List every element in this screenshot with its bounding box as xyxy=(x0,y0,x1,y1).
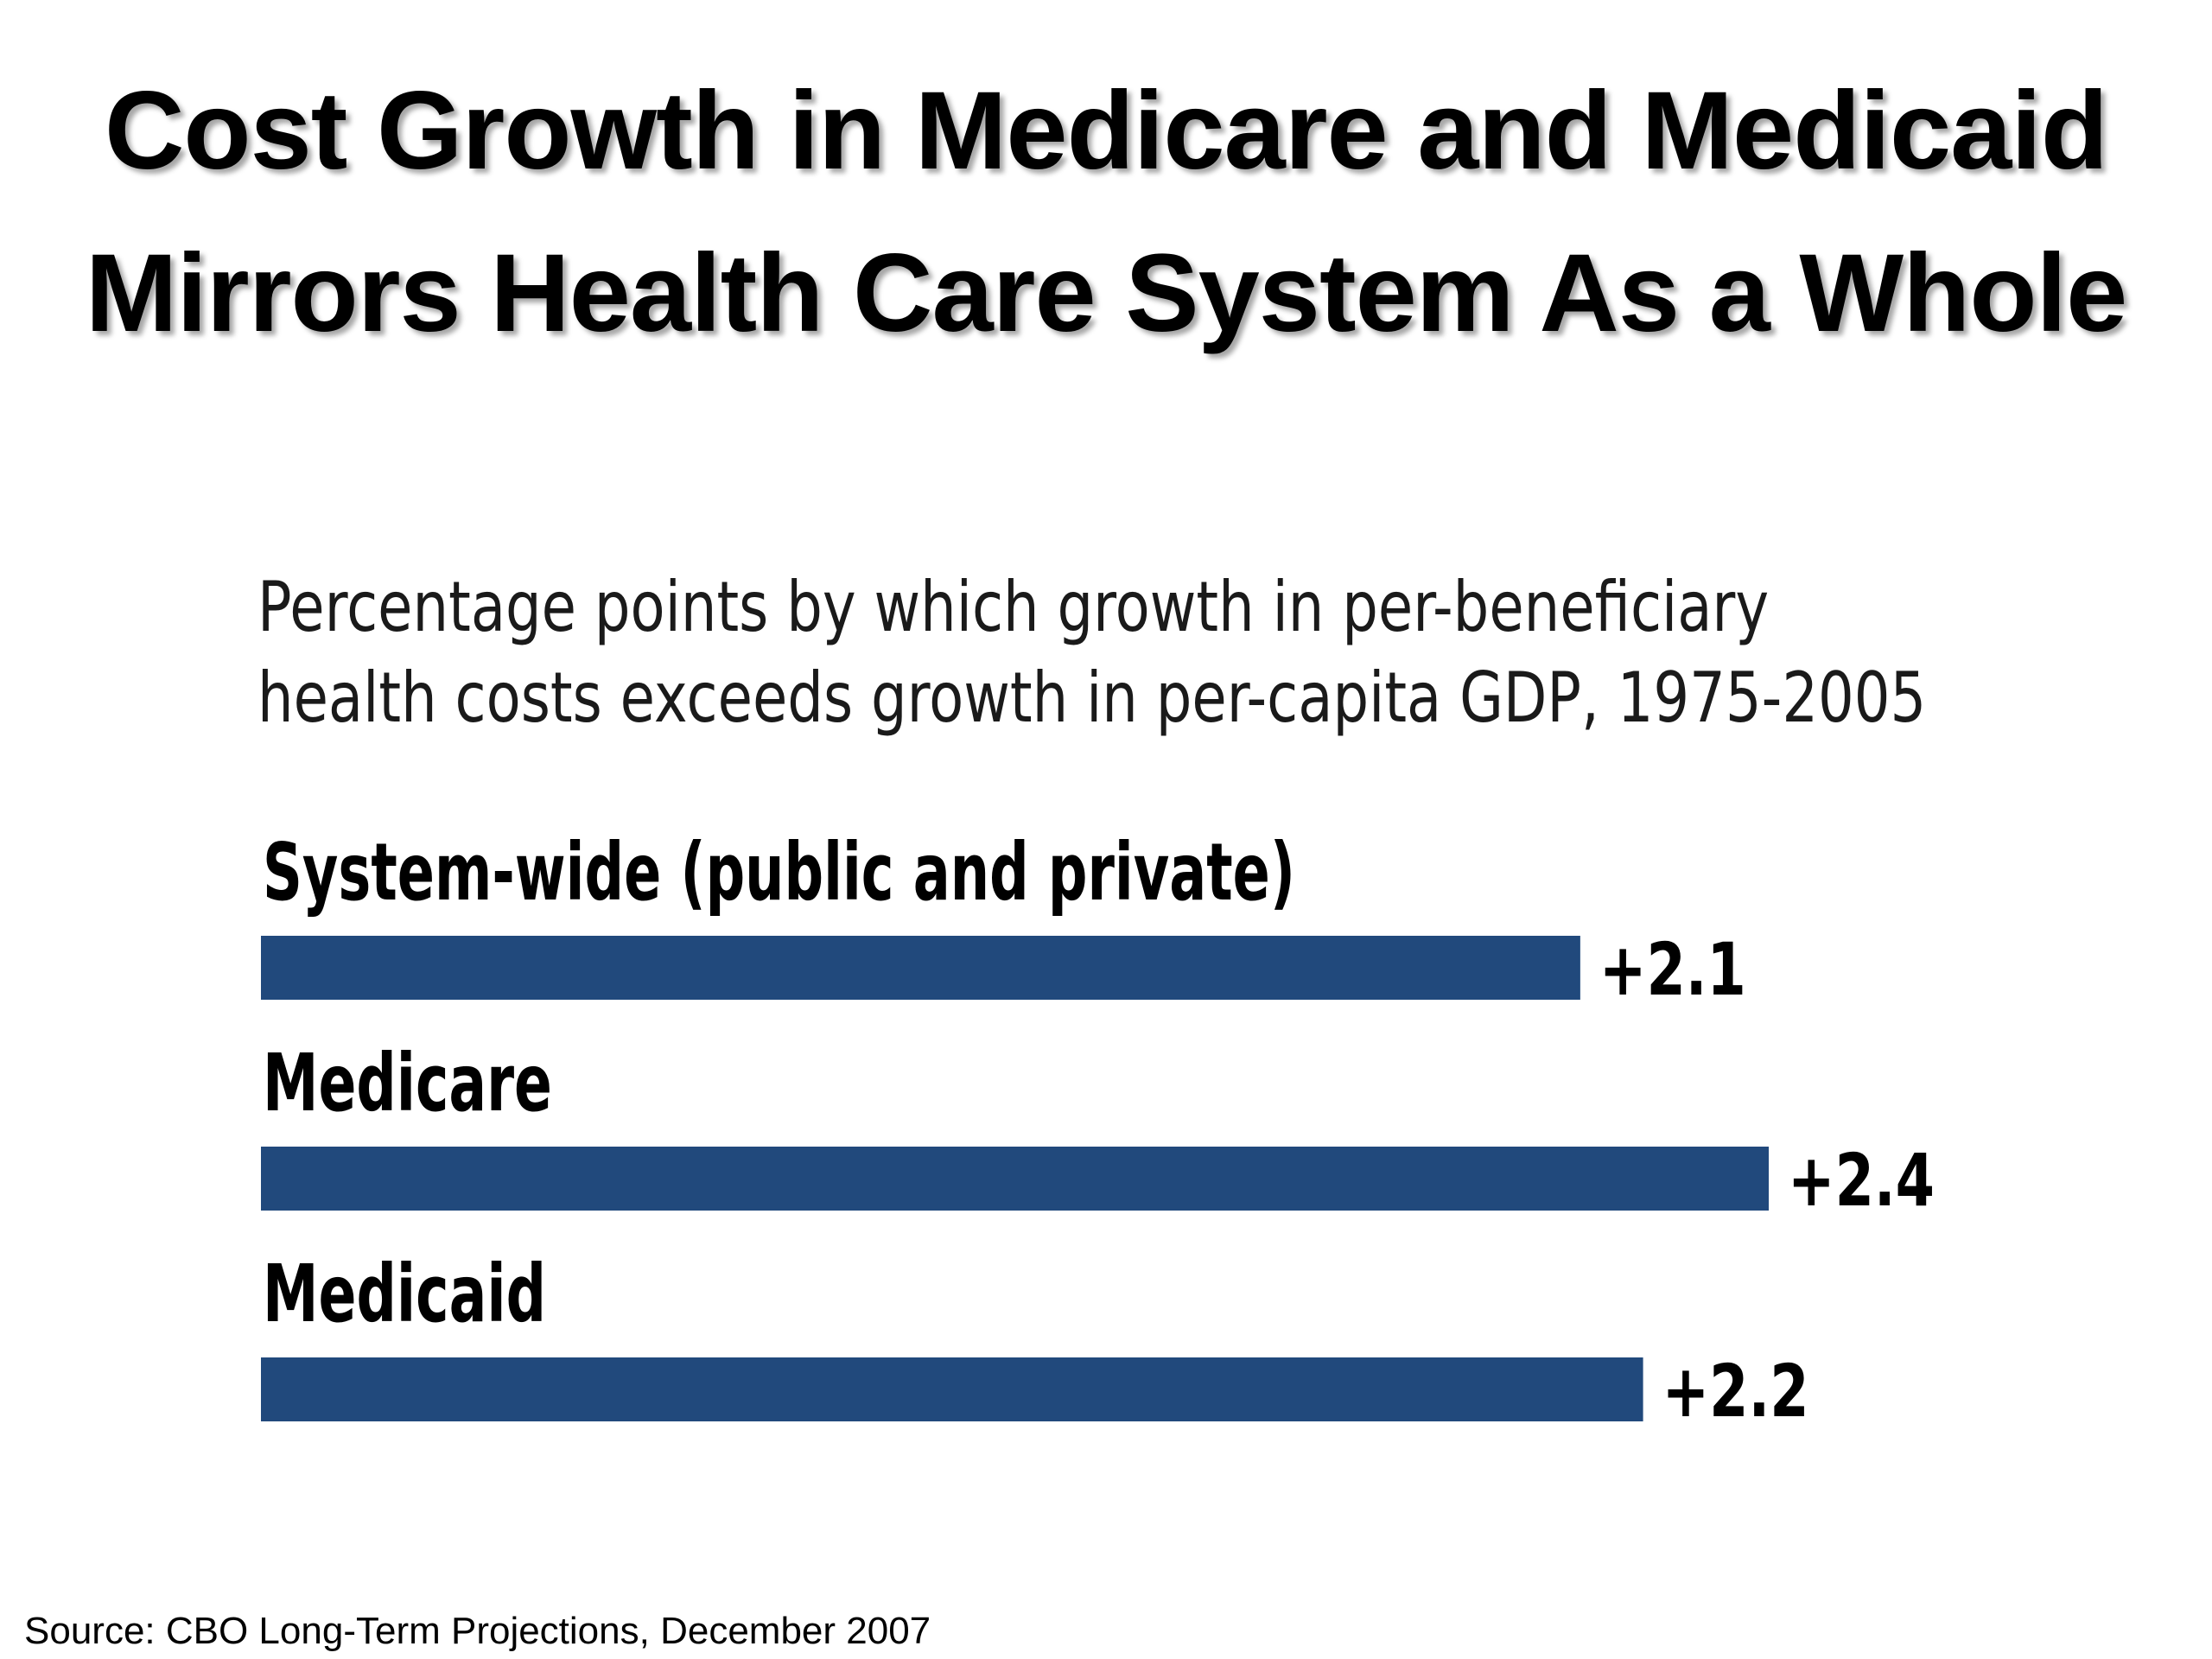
slide-title-line-2: Mirrors Health Care System As a Whole xyxy=(85,232,2128,355)
slide-title-line-1: Cost Growth in Medicare and Medicaid xyxy=(104,69,2108,193)
category-label: Medicare xyxy=(263,1037,552,1129)
bar xyxy=(261,936,1580,1000)
value-label: +2.4 xyxy=(1788,1138,1935,1223)
chart-subtitle-line-2: health costs exceeds growth in per-capit… xyxy=(257,658,1927,738)
value-label: +2.1 xyxy=(1599,927,1746,1012)
category-label: System-wide (public and private) xyxy=(263,826,1295,918)
value-label: +2.2 xyxy=(1662,1349,1809,1433)
chart-subtitle: Percentage points by which growth in per… xyxy=(257,562,1927,743)
bar xyxy=(261,1357,1643,1421)
chart-subtitle-line-1: Percentage points by which growth in per… xyxy=(257,567,1770,647)
bar xyxy=(261,1147,1769,1211)
category-label: Medicaid xyxy=(263,1248,546,1340)
slide-title: Cost Growth in Medicare and Medicaid Mir… xyxy=(0,50,2212,375)
source-note: Source: CBO Long-Term Projections, Decem… xyxy=(24,1610,931,1652)
